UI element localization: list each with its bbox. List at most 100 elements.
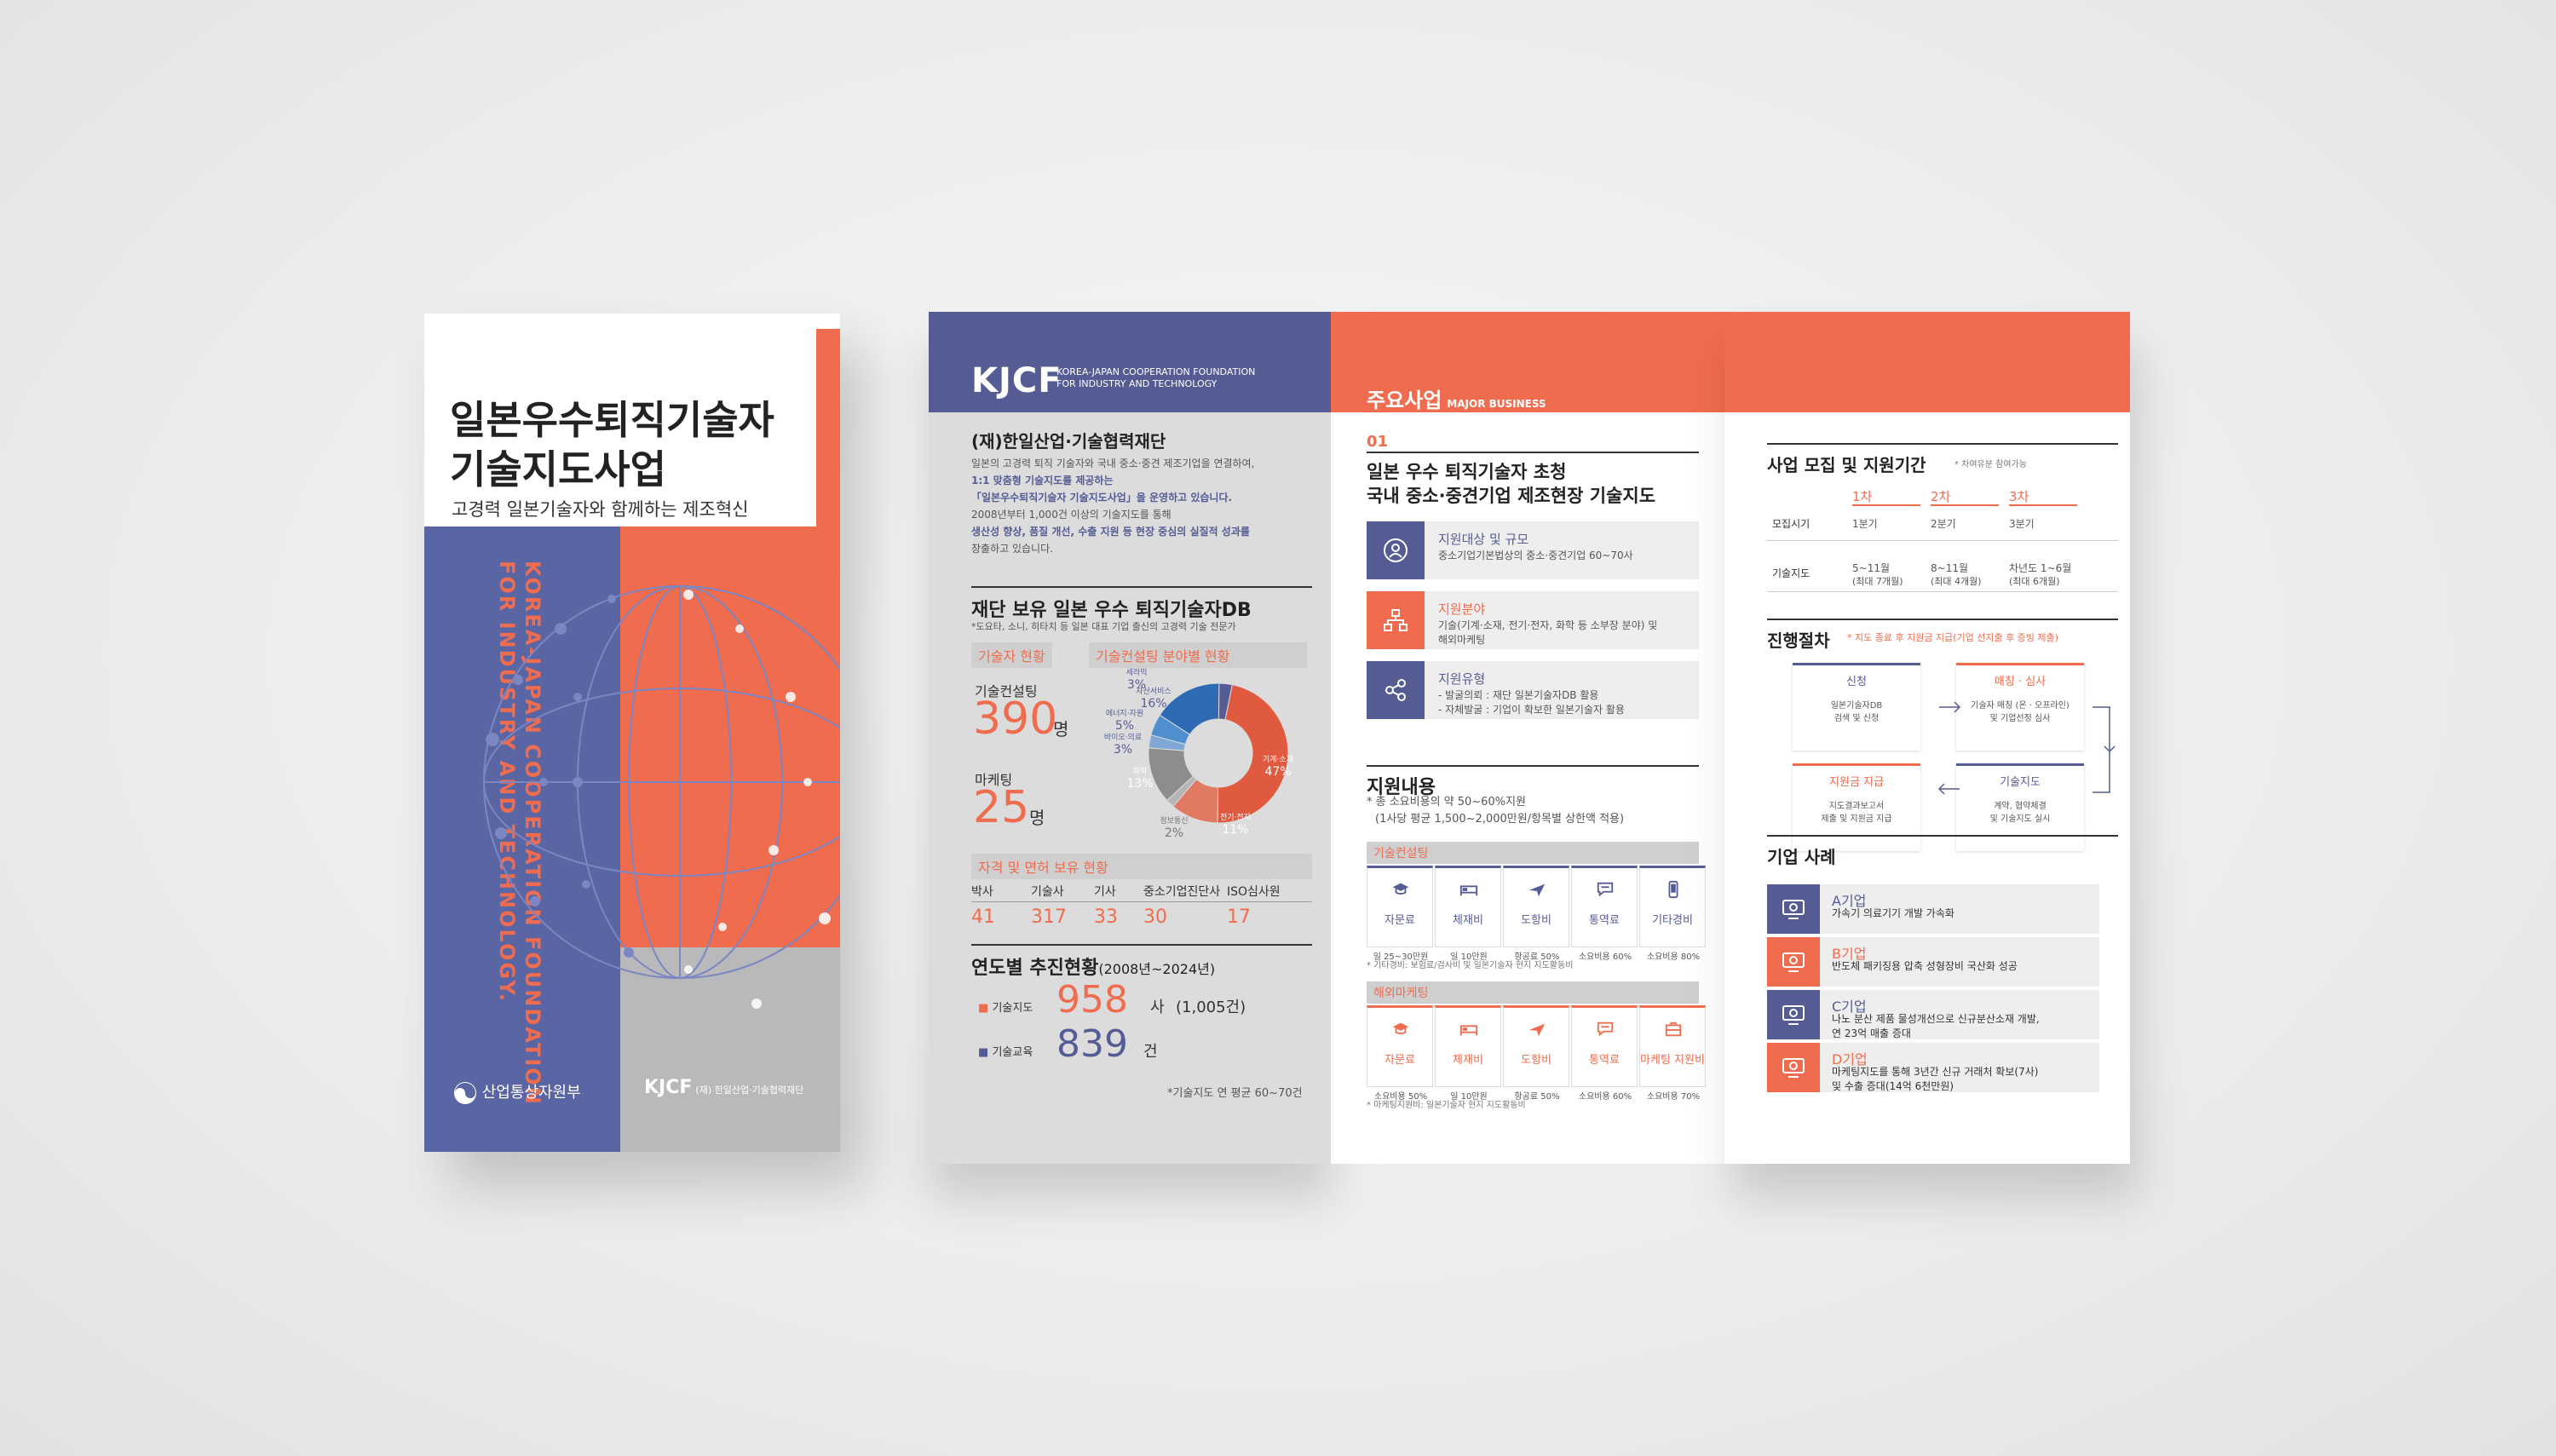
cover-kjcf-logo: KJCF (재) 한일산업·기술협력재단 <box>644 1077 803 1098</box>
support-card: 자문료 <box>1367 866 1433 947</box>
item-title: 지원유형 <box>1438 671 1486 687</box>
item-support-field: 지원분야 기술(기계·소재, 전기·전자, 화학 등 소부장 분야) 및 해외마케… <box>1367 591 1699 649</box>
field-donut-chart: 기계·소재47%전기·전자11%정보통신2%화학13%바이오·의료3%에너지·자… <box>1104 668 1293 838</box>
donut-slice <box>1217 684 1289 824</box>
license-header: 기사 <box>1094 885 1116 899</box>
step-desc: 지도결과보고서 제출 및 지원금 지급 <box>1821 802 1892 824</box>
row-label-recruit: 모집시기 <box>1772 518 1810 530</box>
tech-edu-label-text: 기술교육 <box>992 1046 1033 1059</box>
donut-label: 바이오·의료 <box>1104 733 1142 742</box>
round-rule <box>1852 504 1920 506</box>
round-rule <box>1931 504 1999 506</box>
lab-icon <box>1767 990 1820 1039</box>
case-desc: 마케팅지도를 통해 3년간 신규 거래처 확보(7사) 및 수출 증대(14억 … <box>1832 1066 2039 1092</box>
tech-guide-cases: (1,005건) <box>1176 998 1246 1016</box>
step-desc: 기술자 매칭 (온 · 오프라인) 및 기업선정 심사 <box>1971 701 2070 723</box>
step-title: 기술지도 <box>2000 776 2041 789</box>
item-desc: 기술(기계·소재, 전기·전자, 화학 등 소부장 분야) 및 해외마케팅 <box>1438 619 1658 646</box>
kjcf-logo-english: KOREA-JAPAN COOPERATION FOUNDATION FOR I… <box>1056 366 1256 389</box>
donut-label: 자산서비스 <box>1136 687 1171 696</box>
round-label: 3차 <box>2009 489 2029 504</box>
cover-title: 일본우수퇴직기술자 기술지도사업 <box>450 397 774 492</box>
license-value: 30 <box>1143 906 1167 928</box>
guide-period: 차년도 1~6월 <box>2009 562 2072 574</box>
step-title: 신청 <box>1846 676 1867 688</box>
foundation-body: 일본의 고경력 퇴직 기술자와 국내 중소·중견 제조기업을 연결하여, 1:1… <box>971 455 1312 557</box>
graduation-cap-icon <box>1391 880 1410 902</box>
foundation-line-2: 1:1 맞춤형 기술지도를 제공하는 <box>971 475 1114 486</box>
process-note: * 지도 종료 후 지원금 지급(기업 선지출 후 증빙 제출) <box>1847 632 2058 643</box>
tag-overseas-marketing: 해외마케팅 <box>1367 981 1699 1004</box>
briefcase-icon <box>1664 1020 1683 1042</box>
cover-kjcf-sub: (재) 한일산업·기술협력재단 <box>695 1085 804 1096</box>
support-card: 통역료 <box>1571 1005 1638 1087</box>
recruit-period: 2분기 <box>1931 518 1956 530</box>
case-desc: 반도체 패키징용 압축 성형장비 국산화 성공 <box>1832 960 2018 972</box>
tag-license: 자격 및 면허 보유 현황 <box>971 854 1312 879</box>
divider <box>1767 443 2118 445</box>
license-header: 중소기업진단사 <box>1143 885 1221 899</box>
support-note-1: * 총 소요비용의 약 50~60%지원 <box>1367 796 1526 809</box>
speech-bubble-icon <box>1596 880 1615 902</box>
divider <box>1367 452 1699 453</box>
step-title: 지원금 지급 <box>1829 776 1884 789</box>
panel-foundation: KJCF KOREA-JAPAN COOPERATION FOUNDATION … <box>929 312 1331 1164</box>
support-card: 체재비 <box>1435 1005 1501 1087</box>
round-label: 1차 <box>1852 489 1873 504</box>
foundation-line-1: 일본의 고경력 퇴직 기술자와 국내 중소·중견 제조기업을 연결하여, <box>971 458 1255 469</box>
cases-title: 기업 사례 <box>1767 847 1836 867</box>
panel-recruit: 사업 모집 및 지원기간 * 차여유분 참여가능 1차 1분기 5~11월 (최대 7… <box>1724 312 2130 1164</box>
donut-value: 11% <box>1222 823 1248 837</box>
tech-guide-unit: 사 <box>1150 998 1165 1016</box>
license-header: 박사 <box>971 885 993 899</box>
case-desc: 가속기 의료기기 개발 가속화 <box>1832 907 1954 919</box>
donut-value: 13% <box>1126 777 1153 791</box>
marketing-unit: 명 <box>1029 808 1045 828</box>
card-label: 기타경비 <box>1652 914 1693 927</box>
guide-period: 8~11월 <box>1931 562 1968 574</box>
card-value: 일 25~30만원 <box>1373 952 1429 962</box>
foundation-line-3: 「일본우수퇴직기술자 기술지도사업」을 운영하고 있습니다. <box>971 492 1233 504</box>
card-label: 도항비 <box>1521 914 1551 927</box>
cover-blue-block <box>424 527 620 1152</box>
license-rule <box>971 901 1312 902</box>
support-note-2: (1사당 평균 1,500~2,000만원/항목별 상한액 적용) <box>1375 813 1625 826</box>
tech-guide-label-text: 기술지도 <box>992 1002 1033 1015</box>
donut-value: 5% <box>1115 719 1134 733</box>
license-value: 41 <box>971 906 995 928</box>
business-title-1: 일본 우수 퇴직기술자 초청 <box>1367 462 1567 482</box>
consult-label: 기술컨설팅 <box>975 683 1038 699</box>
license-header: ISO심사원 <box>1227 885 1281 899</box>
card-value: 소요비용 70% <box>1646 1092 1701 1102</box>
item-support-type: 지원유형 - 발굴의뢰 : 재단 일본기술자DB 활용 - 자체발굴 : 기업이 … <box>1367 661 1699 719</box>
recruit-title: 사업 모집 및 지원기간 <box>1767 455 1926 475</box>
divider <box>971 944 1312 946</box>
item-desc: - 발굴의뢰 : 재단 일본기술자DB 활용 - 자체발굴 : 기업이 확보한 … <box>1438 689 1625 716</box>
donut-value: 47% <box>1264 765 1291 779</box>
donut-label: 에너지·자원 <box>1106 709 1143 718</box>
item-target-scale: 지원대상 및 규모 중소기업기본법상의 중소·중견기업 60~70사 <box>1367 521 1699 579</box>
card-label: 자문료 <box>1384 914 1415 927</box>
cover-subtitle: 고경력 일본기술자와 함께하는 제조혁신 <box>452 499 749 520</box>
guide-period-sub: (최대 7개월) <box>1852 576 1903 587</box>
round-label: 2차 <box>1931 489 1951 504</box>
license-value: 17 <box>1227 906 1251 928</box>
phone-icon <box>1664 880 1683 902</box>
row-label-guide: 기술지도 <box>1772 567 1810 579</box>
consult-unit: 명 <box>1053 719 1069 740</box>
consult-value: 390 <box>973 693 1058 745</box>
panel2-header: 주요사업 MAJOR BUSINESS <box>1331 312 1724 412</box>
card-value: 소요비용 60% <box>1578 1092 1632 1102</box>
tech-edu-value: 839 <box>1056 1022 1128 1066</box>
divider <box>971 586 1312 588</box>
donut-label: 세라믹 <box>1126 668 1148 677</box>
case-desc: 나노 분산 제품 물성개선으로 신규분산소재 개발, 연 23억 매출 증대 <box>1832 1013 2040 1039</box>
panel1-header: KJCF KOREA-JAPAN COOPERATION FOUNDATION … <box>929 312 1331 412</box>
donut-label: 기계·소재 <box>1263 754 1293 764</box>
step-title: 매칭 · 심사 <box>1994 676 2047 688</box>
recruit-period: 3분기 <box>2009 518 2035 530</box>
cover-kjcf-text: KJCF <box>644 1077 693 1098</box>
license-header: 기술사 <box>1031 885 1064 899</box>
kjcf-logo: KJCF <box>971 361 1062 400</box>
